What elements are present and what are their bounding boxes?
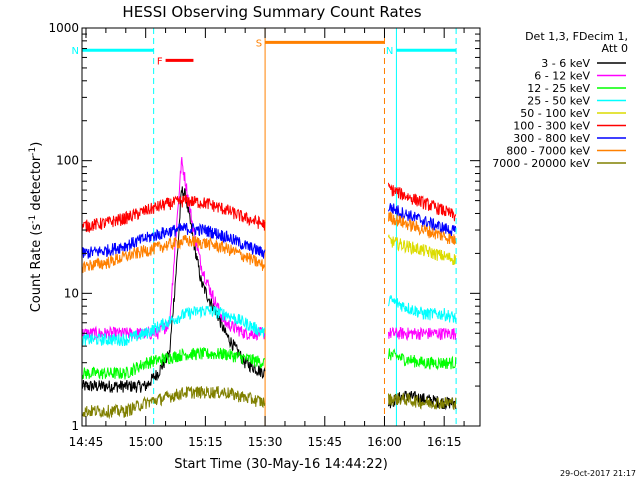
series-trace xyxy=(81,346,266,380)
series-trace xyxy=(81,194,266,234)
y-tick-label: 1000 xyxy=(48,21,79,35)
flag-label: S xyxy=(256,38,262,49)
legend-label: 25 - 50 keV xyxy=(527,95,590,108)
series-trace xyxy=(388,390,457,411)
series-trace xyxy=(81,385,266,420)
y-tick-label: 100 xyxy=(56,154,79,168)
timestamp: 29-Oct-2017 21:17 xyxy=(560,469,636,478)
legend-label: 7000 - 20000 keV xyxy=(492,157,590,170)
series-trace xyxy=(388,348,457,371)
series-trace xyxy=(81,234,265,273)
flag-label: N xyxy=(72,46,79,57)
x-tick-label: 14:45 xyxy=(69,435,104,449)
y-tick-label: 1 xyxy=(71,419,79,433)
y-tick-label: 10 xyxy=(64,286,79,300)
series-trace xyxy=(388,211,457,245)
legend-label: 800 - 7000 keV xyxy=(506,145,590,158)
legend-label: 50 - 100 keV xyxy=(520,107,590,120)
y-axis-label: Count Rate (s-1 detector-1) xyxy=(28,142,44,313)
series-trace xyxy=(81,305,266,347)
series-trace xyxy=(81,222,266,259)
legend-label: 3 - 6 keV xyxy=(541,57,590,70)
axes-layer: 1 10 100 1000 14:45 15:00 15:15 15:30 15:45 16:00… xyxy=(48,21,480,449)
series-trace xyxy=(388,182,457,222)
x-tick-label: 16:15 xyxy=(427,435,462,449)
legend-label: 100 - 300 keV xyxy=(513,120,590,133)
x-axis-label: Start Time (30-May-16 14:44:22) xyxy=(174,457,388,472)
series-trace xyxy=(81,156,266,341)
chart-title: HESSI Observing Summary Count Rates xyxy=(122,3,421,21)
series-trace xyxy=(388,234,457,265)
series-trace xyxy=(388,392,457,411)
x-tick-label: 16:00 xyxy=(367,435,402,449)
flag-label: N xyxy=(386,46,393,57)
legend-label: 300 - 800 keV xyxy=(513,132,590,145)
series-trace xyxy=(388,326,457,342)
series-trace xyxy=(81,186,266,393)
series-trace xyxy=(388,294,457,323)
x-tick-label: 15:00 xyxy=(128,435,163,449)
series-trace xyxy=(388,203,457,237)
legend-header-line-1: Det 1,3, FDecim 1, xyxy=(525,30,628,43)
series-layer xyxy=(81,156,457,420)
legend-label: 12 - 25 keV xyxy=(527,82,590,95)
flag-label: F xyxy=(157,56,163,67)
x-tick-label: 15:15 xyxy=(188,435,223,449)
legend-label: 6 - 12 keV xyxy=(534,70,590,83)
x-tick-label: 15:45 xyxy=(307,435,342,449)
legend-header-line-2: Att 0 xyxy=(602,42,628,55)
plot-frame xyxy=(81,27,481,427)
x-tick-label: 15:30 xyxy=(248,435,283,449)
